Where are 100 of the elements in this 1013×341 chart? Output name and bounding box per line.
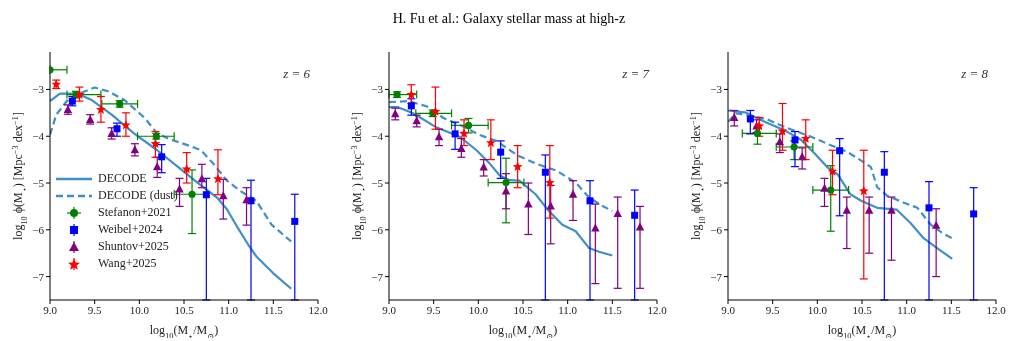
y-tick-label: −4	[32, 130, 45, 143]
x-tick-label: 10.0	[129, 303, 150, 316]
point	[464, 121, 473, 130]
x-tick-label: 11.5	[941, 303, 962, 316]
legend-label: DECODE (dust)	[98, 188, 178, 203]
point	[150, 138, 161, 149]
x-tick-label: 11.0	[219, 303, 239, 316]
x-tick-label: 11.0	[558, 303, 578, 316]
y-tick-label: −5	[32, 176, 45, 189]
point	[96, 104, 106, 114]
y-tick-label: −3	[371, 83, 384, 96]
x-tick-label: 11.5	[263, 303, 284, 316]
point	[181, 163, 192, 174]
legend-label: DECODE	[98, 171, 147, 186]
point	[931, 220, 941, 229]
y-tick-label: −3	[710, 83, 723, 96]
x-tick-label: 10.5	[852, 303, 873, 316]
point	[836, 147, 844, 155]
legend-label: Shuntov+2025	[98, 239, 169, 254]
point	[887, 205, 896, 214]
legend-label: Wang+2025	[98, 256, 157, 271]
annotation: z = 8	[961, 66, 988, 82]
point	[291, 217, 299, 225]
x-tick-label: 9.5	[426, 303, 442, 316]
x-tick-label: 11.5	[602, 303, 623, 316]
point	[459, 128, 469, 138]
point	[502, 178, 510, 187]
x-tick-label: 12.0	[647, 303, 668, 316]
x-tick-label: 10.5	[513, 303, 534, 316]
line-series	[50, 92, 293, 290]
y-tick-label: −6	[710, 223, 723, 236]
line-series	[728, 109, 954, 260]
y-tick-label: −6	[32, 223, 45, 236]
point	[635, 222, 645, 231]
x-tick-label: 12.0	[986, 303, 1007, 316]
x-tick-label: 12.0	[308, 303, 329, 316]
x-tick-label: 9.0	[382, 303, 397, 316]
point	[925, 204, 933, 212]
y-tick-label: −4	[710, 130, 723, 143]
point	[457, 143, 466, 152]
point	[434, 132, 444, 141]
point	[746, 115, 754, 123]
y-tick-label: −7	[710, 270, 723, 283]
point	[541, 168, 549, 176]
point	[842, 205, 852, 214]
point	[406, 89, 417, 99]
point	[800, 133, 811, 143]
x-axis-title: log$_{10}$(M$_{⋆}$/M$_{⊙}$)	[149, 323, 219, 341]
point	[791, 136, 799, 144]
line-series	[389, 106, 614, 257]
x-tick-label: 9.5	[87, 303, 103, 316]
y-tick-label: −7	[371, 270, 384, 283]
x-tick-label: 10.0	[468, 303, 489, 316]
point	[501, 186, 511, 195]
point	[827, 186, 835, 194]
y-tick-label: −6	[371, 223, 384, 236]
point	[797, 152, 807, 161]
point	[407, 102, 415, 110]
point	[242, 195, 251, 204]
point	[213, 173, 223, 184]
point	[880, 168, 888, 176]
point	[197, 174, 207, 183]
point	[568, 189, 578, 198]
x-tick-label: 10.5	[174, 303, 195, 316]
y-tick-label: −5	[710, 176, 723, 189]
point	[613, 208, 622, 217]
point	[121, 120, 131, 130]
x-axis-title: log$_{10}$(M$_{⋆}$/M$_{⊙}$)	[827, 323, 897, 341]
point	[188, 190, 196, 198]
point	[524, 199, 533, 208]
point	[631, 211, 639, 219]
legend-label: Stefanon+2021	[98, 205, 172, 220]
point	[730, 113, 739, 122]
x-tick-label: 9.0	[43, 303, 58, 316]
y-tick-label: −7	[32, 270, 45, 283]
point	[158, 153, 166, 161]
x-axis-title: log$_{10}$(M$_{⋆}$/M$_{⊙}$)	[488, 323, 558, 341]
point	[777, 126, 788, 136]
legend-label: Weibel+2024	[98, 222, 163, 237]
point	[827, 166, 838, 176]
point	[970, 210, 978, 218]
point	[113, 125, 121, 133]
x-tick-label: 11.0	[897, 303, 917, 316]
annotation: z = 7	[622, 66, 649, 82]
y-tick-label: −5	[371, 176, 384, 189]
point	[545, 177, 555, 187]
point	[790, 143, 798, 151]
point	[820, 183, 829, 192]
x-tick-label: 9.5	[765, 303, 781, 316]
line-series	[50, 86, 293, 243]
point	[512, 161, 523, 172]
point	[202, 191, 210, 199]
y-tick-label: −4	[371, 130, 384, 143]
point	[753, 129, 762, 138]
point	[486, 137, 496, 148]
point	[497, 148, 505, 156]
point	[858, 185, 869, 196]
y-tick-label: −3	[32, 83, 45, 96]
point	[219, 191, 228, 200]
point	[864, 205, 874, 214]
